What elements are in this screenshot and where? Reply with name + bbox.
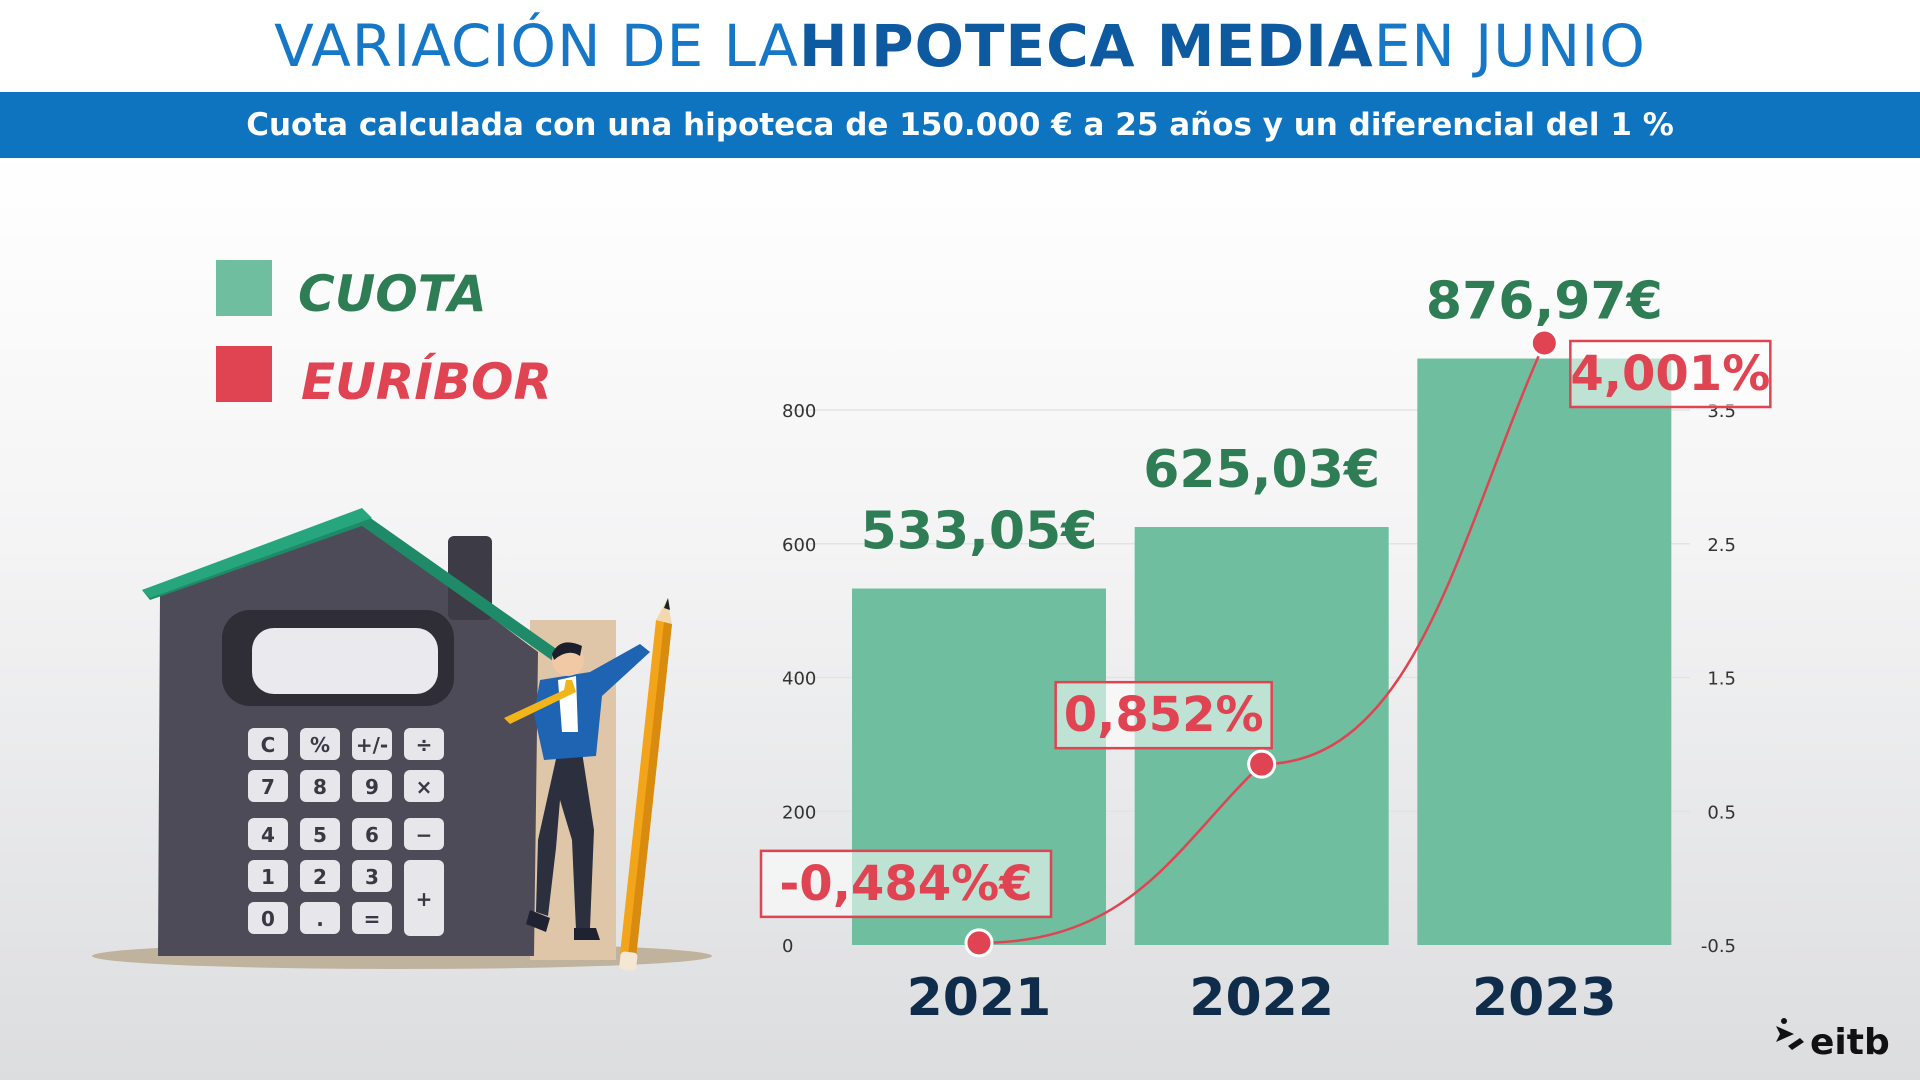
bar-value-label-2022: 625,03€ (1143, 440, 1380, 500)
calculator-key (352, 770, 392, 802)
euribor-label-box-2023 (1569, 339, 1772, 409)
calculator-key (300, 902, 340, 934)
bar-series-cuota (852, 358, 1672, 945)
calculator-key (300, 818, 340, 850)
calculator-key (352, 818, 392, 850)
line-series-euribor (759, 328, 1772, 958)
calculator-key (248, 902, 288, 934)
title-part-strong: HIPOTECA MEDIA (798, 12, 1374, 80)
calculator-key (300, 860, 340, 892)
calculator-key (300, 728, 340, 760)
person-legs (536, 750, 594, 930)
pencil-point (664, 598, 670, 610)
legend-label-cuota: CUOTA (298, 265, 487, 323)
calculator-key (404, 770, 444, 802)
eitb-logo: eitb (1776, 1018, 1890, 1062)
y-right-tick-label: 0.5 (1707, 802, 1736, 823)
calculator-key (248, 728, 288, 760)
pencil-shade (628, 622, 672, 958)
legend-swatch-cuota (216, 260, 272, 316)
calculator-key (248, 770, 288, 802)
calculator-key-label: % (310, 733, 330, 757)
calculator-key-label: 0 (261, 907, 275, 931)
roof-top (142, 508, 372, 598)
euribor-point-2023 (1529, 328, 1559, 358)
x-tick-label-2023: 2023 (1472, 968, 1617, 1028)
businessman (504, 642, 650, 940)
calculator-key (352, 728, 392, 760)
y-right-tick-label: 1.5 (1707, 669, 1736, 690)
subtitle-text: Cuota calculada con una hipoteca de 150.… (246, 107, 1674, 143)
y-right-tick-label: 2.5 (1707, 535, 1736, 556)
euribor-value-label-2023: 4,001% (1570, 346, 1770, 402)
pencil-eraser (619, 951, 638, 971)
calculator-key (404, 860, 444, 936)
y-left-tick-label: 400 (782, 669, 816, 690)
legend-swatch-euribor (216, 346, 272, 402)
calculator-key-label: 2 (313, 865, 327, 889)
person-shoes (526, 910, 600, 940)
x-tick-label-2021: 2021 (907, 968, 1052, 1028)
calculator-key (300, 770, 340, 802)
euribor-value-label-2022: 0,852% (1064, 687, 1264, 743)
calculator-key-label: ÷ (416, 733, 433, 757)
y-left-tick-label: 600 (782, 535, 816, 556)
title-part-1: VARIACIÓN DE LA (274, 12, 799, 80)
euribor-label-box-2021 (759, 849, 1053, 919)
data-labels: 533,05€ 625,03€ 876,97€ -0,484%€ 0,852% 4,001… (779, 272, 1770, 912)
calculator-key (248, 860, 288, 892)
calculator-key-label: +/- (356, 733, 388, 757)
euribor-point-2022 (1247, 749, 1277, 779)
x-tick-label-2022: 2022 (1189, 968, 1334, 1028)
calculator-key-label: 1 (261, 865, 275, 889)
euribor-point-2021 (964, 928, 994, 958)
calculator-key (352, 902, 392, 934)
euribor-value-label-2021: -0,484%€ (779, 856, 1032, 912)
calculator-keypad: C% +/- ÷ 7 8 9 × 4 5 6 − 1 2 3 +0. = (248, 728, 444, 936)
calculator-key-label: 3 (365, 865, 379, 889)
calculator-key-label: 9 (365, 775, 379, 799)
calculator-key-label: 8 (313, 775, 327, 799)
eitb-logo-text: eitb (1810, 1022, 1890, 1062)
calculator-key (404, 728, 444, 760)
y-left-tick-label: 800 (782, 401, 816, 422)
calculator-key-label: 5 (313, 823, 327, 847)
subtitle-banner: Cuota calculada con una hipoteca de 150.… (0, 92, 1920, 158)
calculator-key-label: × (416, 775, 433, 799)
euribor-line (978, 342, 1546, 945)
calculator-key-label: 7 (261, 775, 275, 799)
person-tie (504, 680, 576, 724)
calculator-key-label: = (364, 907, 381, 931)
legend-label-euribor: EURÍBOR (301, 353, 552, 411)
y-right-tick-label: -0.5 (1701, 936, 1736, 957)
calculator-key-label: C (261, 733, 276, 757)
eitb-mark-icon (1776, 1018, 1804, 1050)
calculator-key-label: − (416, 823, 433, 847)
calculator-key (352, 860, 392, 892)
bar-value-label-2021: 533,05€ (861, 502, 1098, 562)
bar-cuota-2023 (1417, 358, 1672, 945)
y-left-tick-label: 200 (782, 802, 816, 823)
euribor-label-box-2022 (1054, 680, 1273, 750)
calculator-key-label: + (416, 887, 433, 911)
person-hair (552, 642, 582, 660)
calculator-screen (252, 628, 438, 694)
title-part-3: EN JUNIO (1373, 12, 1646, 80)
calculator-key (404, 818, 444, 850)
bar-value-label-2023: 876,97€ (1426, 272, 1663, 332)
calculator-key-label: . (316, 907, 324, 931)
calculator-house-illustration: C% +/- ÷ 7 8 9 × 4 5 6 − 1 2 3 +0. = (92, 508, 712, 971)
y-left-tick-label: 0 (782, 936, 793, 957)
page-title: VARIACIÓN DE LA HIPOTECA MEDIA EN JUNIO (0, 0, 1920, 92)
calculator-key (248, 818, 288, 850)
calculator-key-label: 6 (365, 823, 379, 847)
calculator-key-label: 4 (261, 823, 275, 847)
